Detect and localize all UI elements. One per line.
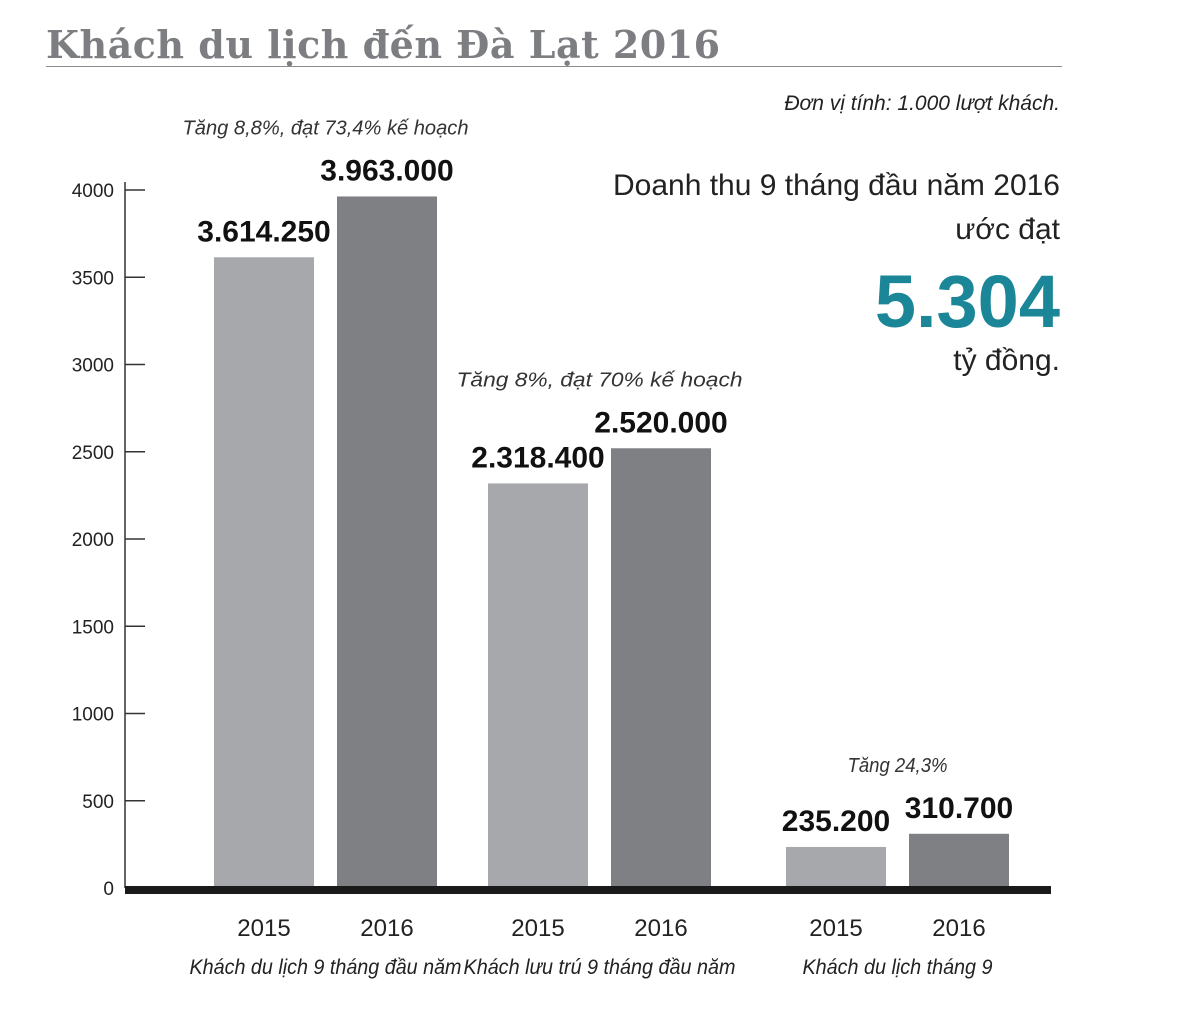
chart-title: Khách du lịch đến Đà Lạt 2016 bbox=[46, 22, 721, 67]
y-tick-label: 3000 bbox=[72, 356, 114, 377]
bar-value-label: 3.614.250 bbox=[197, 215, 330, 248]
unit-note: Đơn vị tính: 1.000 lượt khách. bbox=[784, 92, 1060, 115]
baseline bbox=[125, 886, 1051, 894]
y-tick-label: 1000 bbox=[72, 705, 114, 726]
y-tick-label: 2000 bbox=[72, 530, 114, 551]
x-year-label: 2016 bbox=[360, 915, 413, 942]
y-tick-label: 3500 bbox=[72, 268, 114, 289]
x-year-label: 2016 bbox=[932, 915, 985, 942]
y-tick-label: 2500 bbox=[72, 443, 114, 464]
title-divider bbox=[46, 66, 1062, 67]
group-annotation: Tăng 24,3% bbox=[848, 755, 948, 777]
bar-value-label: 235.200 bbox=[782, 805, 890, 838]
bar bbox=[909, 833, 1009, 888]
category-label: Khách lưu trú 9 tháng đầu năm bbox=[464, 956, 736, 979]
y-tick-label: 500 bbox=[82, 792, 114, 813]
x-year-label: 2015 bbox=[237, 915, 290, 942]
y-tick-label: 1500 bbox=[72, 617, 114, 638]
bar-value-label: 2.520.000 bbox=[594, 406, 727, 439]
revenue-label: Doanh thu 9 tháng đầu năm 2016 ước đạt bbox=[612, 169, 1060, 246]
group-annotation: Tăng 8,8%, đạt 73,4% kế hoạch bbox=[183, 117, 469, 139]
category-label: Khách du lịch tháng 9 bbox=[803, 956, 993, 979]
bar bbox=[786, 846, 886, 888]
bar bbox=[488, 483, 588, 888]
group-annotation: Tăng 8%, đạt 70% kế hoạch bbox=[457, 369, 743, 391]
revenue-value: 5.304 bbox=[874, 260, 1060, 343]
category-label: Khách du lịch 9 tháng đầu năm bbox=[190, 956, 462, 979]
bar bbox=[337, 196, 437, 889]
bar bbox=[214, 257, 314, 889]
bar bbox=[611, 448, 711, 888]
bar-value-label: 2.318.400 bbox=[471, 441, 604, 474]
y-tick-label: 0 bbox=[103, 879, 114, 900]
y-tick-label: 4000 bbox=[72, 181, 114, 202]
bar-value-label: 3.963.000 bbox=[320, 154, 453, 187]
x-year-label: 2015 bbox=[511, 915, 564, 942]
revenue-callout: Doanh thu 9 tháng đầu năm 2016 ước đạt 5… bbox=[600, 164, 1060, 378]
x-year-label: 2016 bbox=[634, 915, 687, 942]
x-year-label: 2015 bbox=[809, 915, 862, 942]
bar-value-label: 310.700 bbox=[905, 792, 1013, 825]
revenue-unit: tỷ đồng. bbox=[953, 344, 1060, 377]
